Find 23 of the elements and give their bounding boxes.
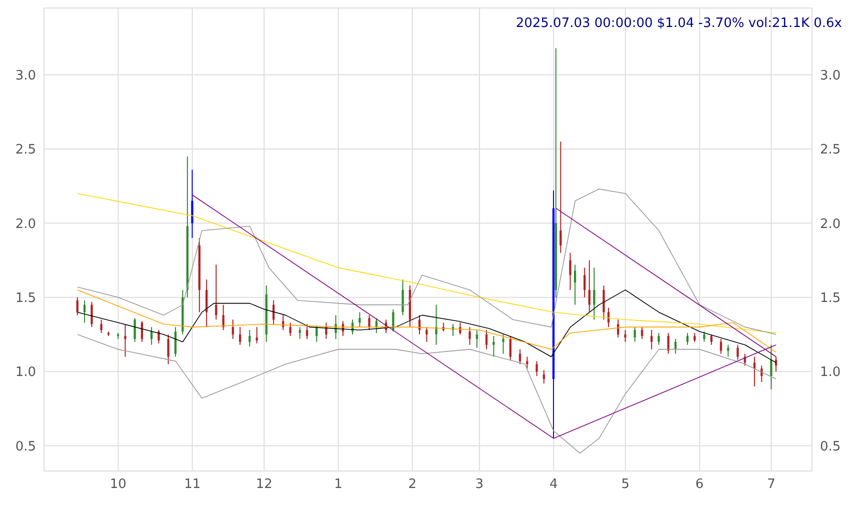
- y2-tick-label: 1.0: [820, 365, 841, 380]
- y2-tick-label: 2.5: [820, 142, 841, 158]
- x-tick-label: 3: [475, 477, 484, 492]
- x-tick-label: 4: [549, 477, 558, 492]
- x-tick-label: 6: [695, 477, 704, 492]
- y2-tick-label: 0.5: [820, 439, 841, 454]
- text: 2025.07.03 00:00:00 $1.04 -3.70% vol:21.1K 0.6x: [516, 16, 842, 31]
- x-tick-label: 7: [767, 477, 776, 492]
- x-tick-label: 1: [334, 477, 342, 492]
- x-tick-label: 2: [408, 477, 417, 492]
- y-tick-label: 2.5: [15, 142, 36, 158]
- y-tick-label: 1.5: [15, 290, 36, 306]
- y-tick-label: 3.0: [15, 68, 36, 84]
- y-tick-label: 1.0: [15, 365, 36, 380]
- y2-tick-label: 3.0: [820, 68, 841, 84]
- y2-tick-label: 2.0: [820, 216, 841, 232]
- x-tick-label: 11: [184, 477, 201, 492]
- x-tick-label: 10: [110, 477, 126, 492]
- x-tick-label: 12: [256, 477, 272, 492]
- y-tick-label: 2.0: [15, 216, 36, 232]
- x-tick-label: 5: [621, 477, 630, 492]
- y2-tick-label: 1.5: [820, 290, 841, 306]
- y-tick-label: 0.5: [15, 439, 36, 454]
